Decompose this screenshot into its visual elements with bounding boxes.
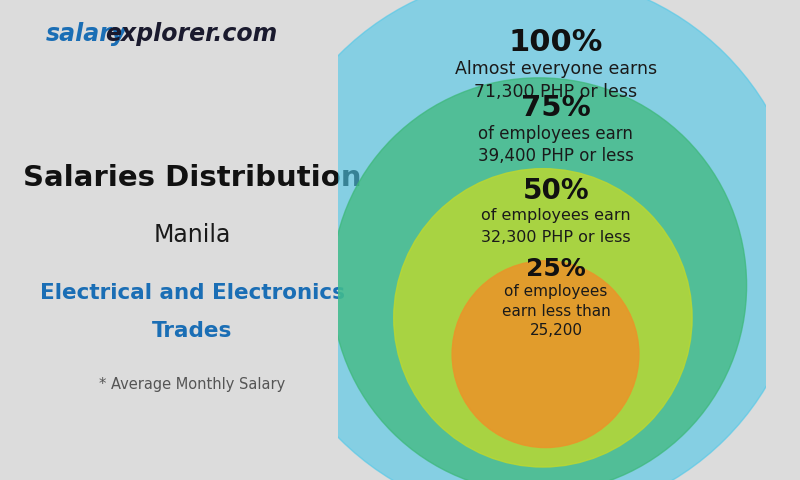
Circle shape — [260, 0, 800, 480]
Text: Manila: Manila — [154, 223, 230, 247]
Circle shape — [452, 261, 639, 447]
Text: 25,200: 25,200 — [530, 324, 582, 338]
Text: 32,300 PHP or less: 32,300 PHP or less — [481, 230, 630, 245]
Text: Electrical and Electronics: Electrical and Electronics — [39, 283, 345, 303]
Text: of employees: of employees — [504, 284, 607, 300]
Text: explorer.com: explorer.com — [106, 22, 278, 46]
Text: earn less than: earn less than — [502, 304, 610, 319]
Text: 50%: 50% — [522, 177, 590, 204]
Text: of employees earn: of employees earn — [478, 125, 634, 143]
Text: Trades: Trades — [152, 321, 232, 341]
Text: 75%: 75% — [521, 94, 590, 121]
Text: salary: salary — [46, 22, 127, 46]
Text: 25%: 25% — [526, 256, 586, 280]
Text: 100%: 100% — [509, 28, 603, 57]
Text: 71,300 PHP or less: 71,300 PHP or less — [474, 83, 638, 101]
Text: of employees earn: of employees earn — [481, 208, 630, 223]
Text: Almost everyone earns: Almost everyone earns — [455, 60, 657, 78]
Text: * Average Monthly Salary: * Average Monthly Salary — [99, 376, 285, 392]
Text: Salaries Distribution: Salaries Distribution — [22, 164, 362, 192]
Circle shape — [394, 168, 692, 467]
Text: 39,400 PHP or less: 39,400 PHP or less — [478, 147, 634, 165]
Circle shape — [331, 78, 746, 480]
